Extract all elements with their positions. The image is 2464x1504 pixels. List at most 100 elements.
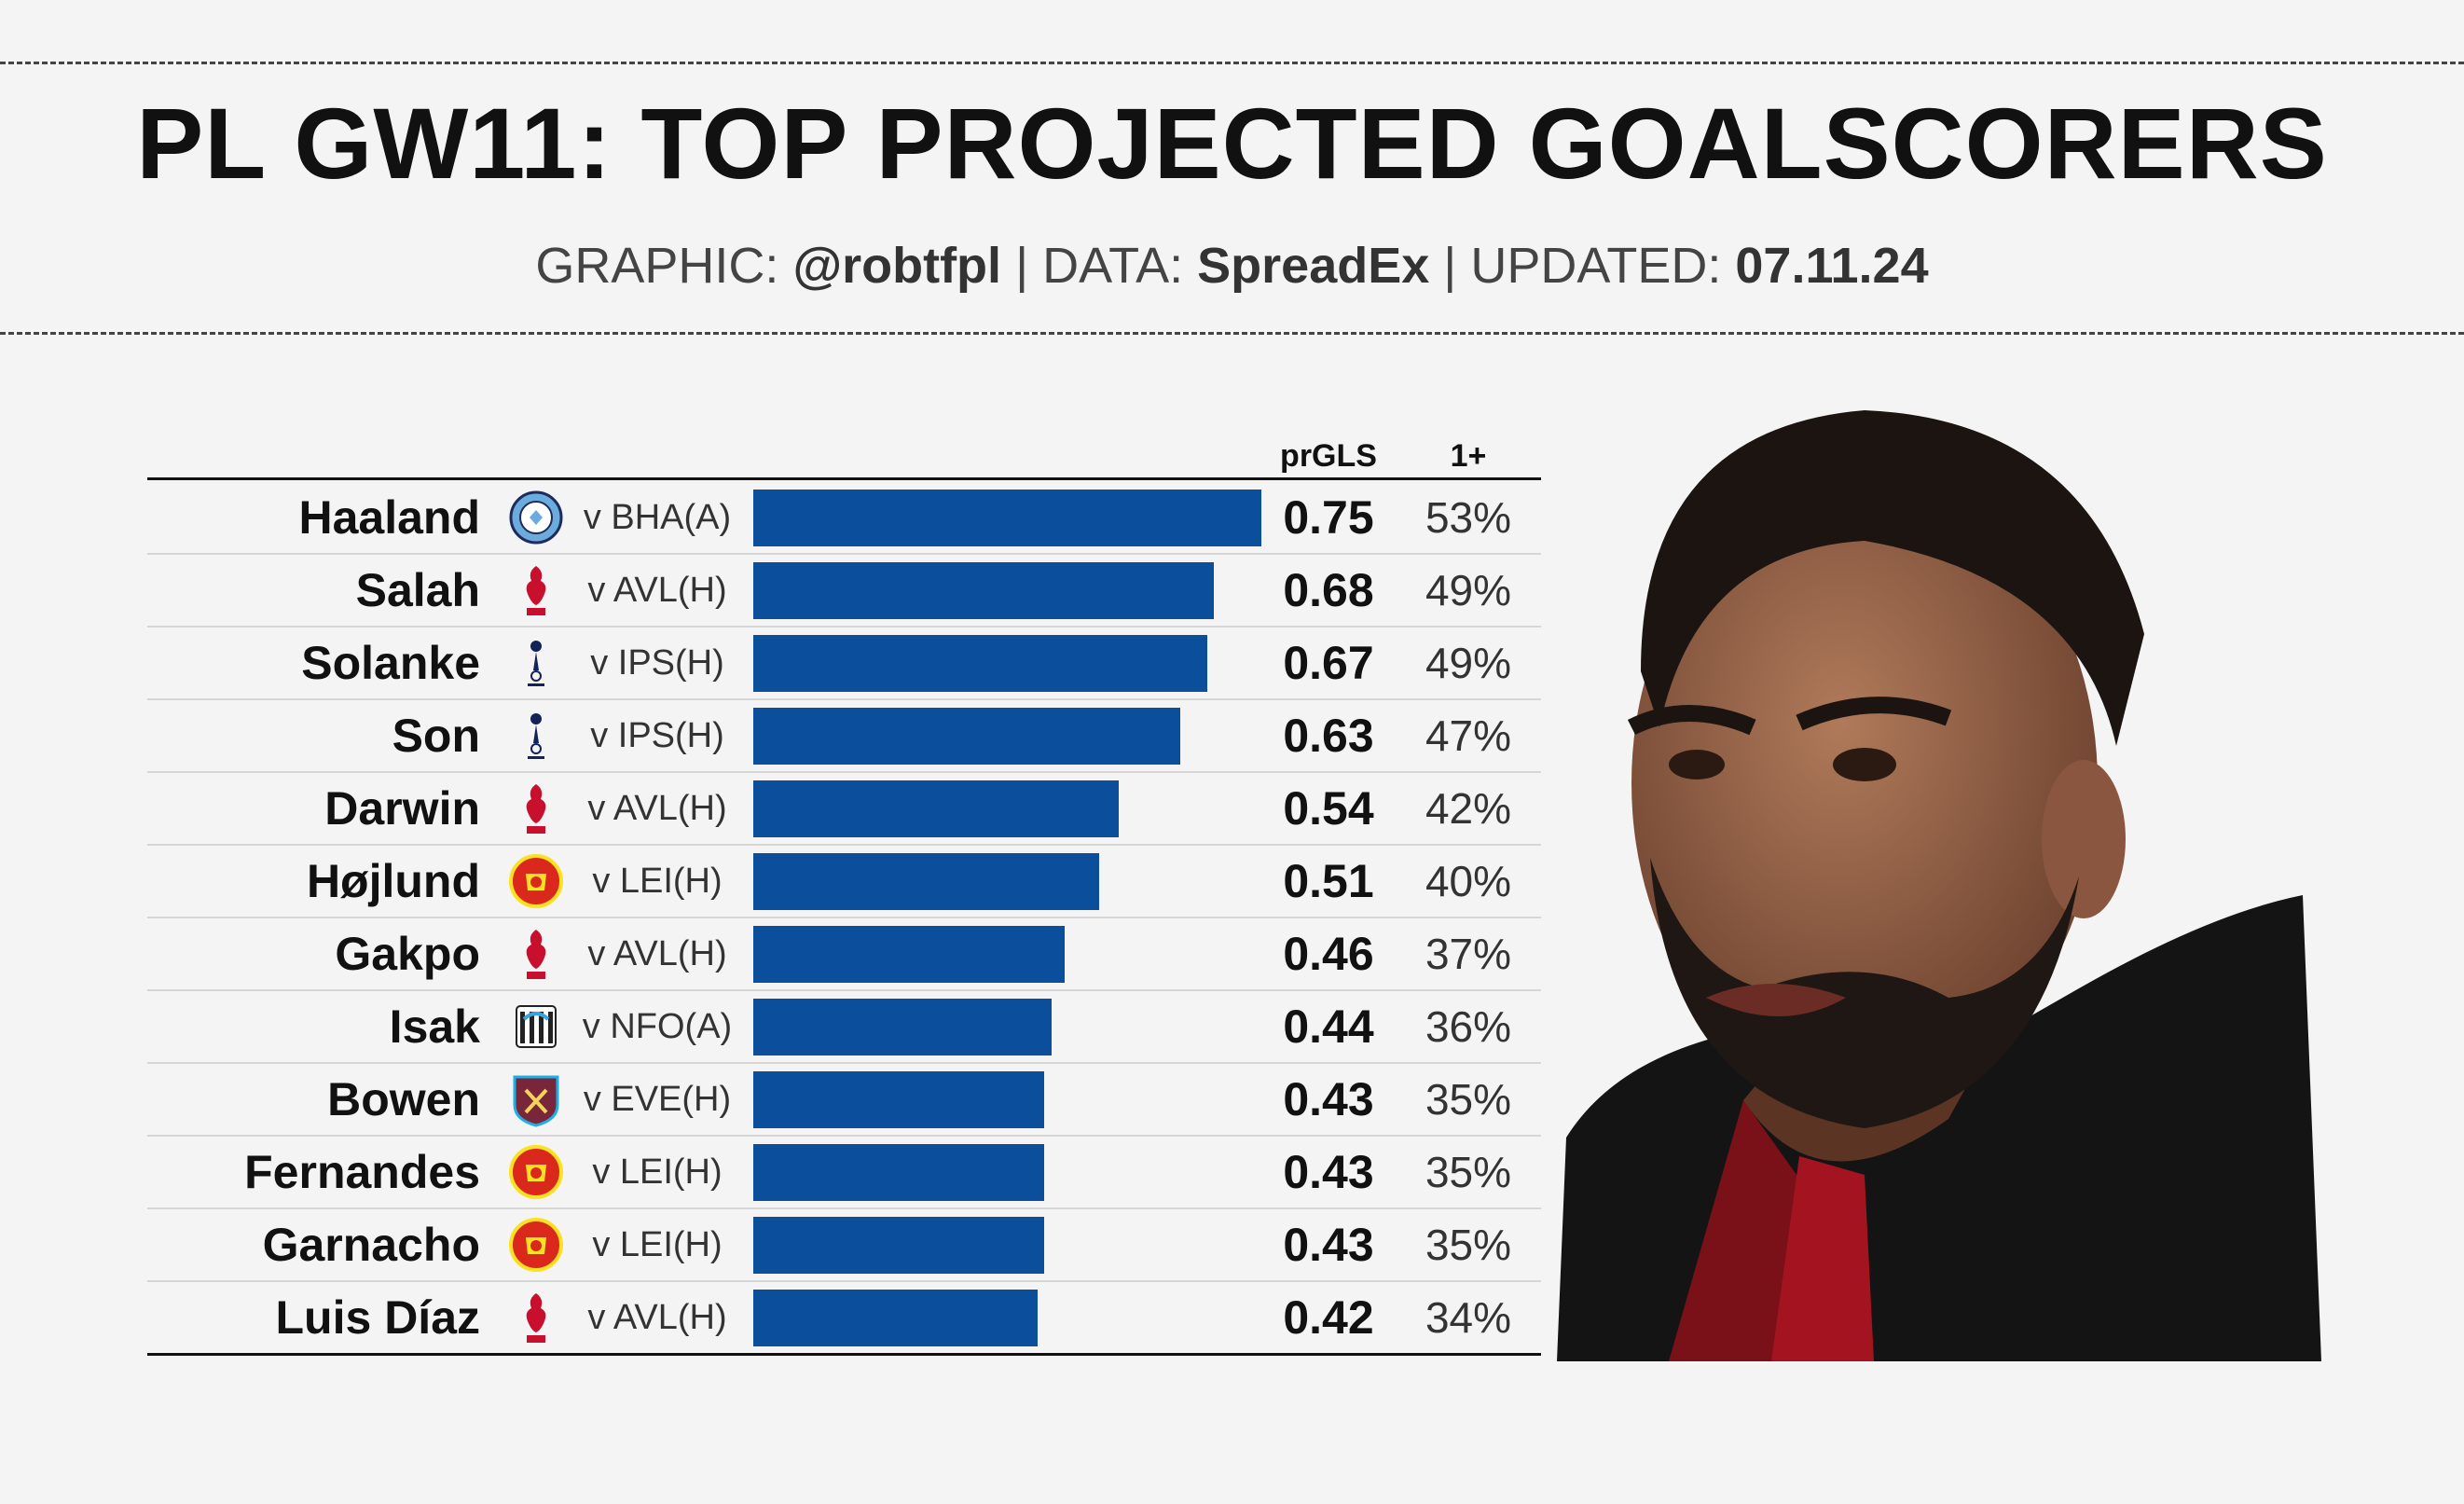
probability-value: 36% (1425, 1002, 1512, 1051)
prgls-value: 0.68 (1283, 564, 1374, 616)
player-row: Gakpo v AVL(H) 0.46 37% (0, 918, 1548, 990)
liverpool-crest-icon (503, 1290, 569, 1345)
prgls-bar (753, 1071, 1044, 1128)
prgls-value: 0.67 (1283, 637, 1374, 689)
liverpool-crest-icon (503, 780, 569, 836)
probability-value: 35% (1425, 1075, 1512, 1124)
fixture-label: v AVL(H) (587, 571, 727, 610)
prgls-bar (753, 1217, 1044, 1274)
prgls-value: 0.75 (1283, 491, 1374, 544)
prgls-bar (753, 999, 1052, 1056)
probability-value: 35% (1425, 1221, 1512, 1269)
probability-value: 53% (1425, 493, 1512, 542)
prgls-bar (753, 708, 1180, 765)
player-name: Isak (389, 1000, 480, 1053)
player-name: Luis Díaz (275, 1291, 480, 1344)
prgls-bar (753, 490, 1261, 546)
fixture-label: v BHA(A) (583, 498, 732, 537)
player-row: Bowen v EVE(H) 0.43 35% (0, 1063, 1548, 1136)
prgls-value: 0.43 (1283, 1073, 1374, 1125)
player-name: Haaland (298, 491, 480, 544)
player-name: Bowen (327, 1073, 480, 1125)
probability-value: 35% (1425, 1148, 1512, 1196)
prgls-bar (753, 635, 1207, 692)
newcastle-crest-icon (503, 999, 569, 1055)
player-name: Højlund (306, 855, 480, 907)
prgls-value: 0.43 (1283, 1219, 1374, 1271)
row-divider (147, 626, 1541, 628)
prgls-bar (753, 1144, 1044, 1201)
updated-label: UPDATED: (1470, 238, 1722, 294)
probability-value: 47% (1425, 711, 1512, 760)
row-divider (147, 1207, 1541, 1209)
graphic-label: GRAPHIC: (535, 238, 779, 294)
man-utd-crest-icon (503, 1217, 569, 1273)
player-name: Son (392, 710, 480, 762)
fixture-label: v IPS(H) (590, 643, 724, 683)
row-divider (147, 917, 1541, 918)
data-label: DATA: (1042, 238, 1184, 294)
probability-value: 42% (1425, 784, 1512, 833)
prgls-value: 0.54 (1283, 782, 1374, 835)
row-divider (147, 1135, 1541, 1137)
prgls-value: 0.51 (1283, 855, 1374, 907)
row-divider (147, 698, 1541, 700)
graphic-value: @robtfpl (792, 238, 1002, 294)
fixture-label: v AVL(H) (587, 934, 727, 973)
player-name: Fernandes (244, 1146, 480, 1198)
probability-value: 34% (1425, 1293, 1512, 1342)
table-top-rule (147, 477, 1541, 480)
separator-2: | (1443, 238, 1457, 294)
probability-value: 40% (1425, 857, 1512, 905)
fixture-label: v IPS(H) (590, 716, 724, 755)
bottom-divider (0, 332, 2464, 335)
prgls-value: 0.46 (1283, 928, 1374, 980)
fixture-label: v AVL(H) (587, 789, 727, 828)
tottenham-crest-icon (503, 708, 569, 764)
man-utd-crest-icon (503, 853, 569, 909)
column-header-probability: 1+ (1450, 438, 1487, 474)
man-city-crest-icon (503, 490, 569, 545)
player-name: Solanke (301, 637, 480, 689)
column-header-prgls: prGLS (1280, 438, 1377, 474)
player-row: Solanke v IPS(H) 0.67 49% (0, 627, 1548, 699)
player-row: Haaland v BHA(A) 0.75 53% (0, 481, 1548, 554)
prgls-value: 0.63 (1283, 710, 1374, 762)
separator-1: | (1015, 238, 1029, 294)
fixture-label: v LEI(H) (592, 1152, 723, 1192)
prgls-value: 0.42 (1283, 1291, 1374, 1344)
table-bottom-rule (147, 1353, 1541, 1356)
player-row: Fernandes v LEI(H) 0.43 35% (0, 1136, 1548, 1208)
player-name: Garnacho (262, 1219, 480, 1271)
player-row: Garnacho v LEI(H) 0.43 35% (0, 1208, 1548, 1281)
top-divider (0, 62, 2464, 64)
fixture-label: v NFO(A) (582, 1007, 733, 1046)
player-row: Isak v NFO(A) 0.44 36% (0, 990, 1548, 1063)
probability-value: 37% (1425, 930, 1512, 978)
row-divider (147, 844, 1541, 846)
row-divider (147, 1280, 1541, 1282)
west-ham-crest-icon (503, 1071, 569, 1127)
player-photo (1557, 410, 2321, 1361)
prgls-bar (753, 926, 1065, 983)
man-utd-crest-icon (503, 1144, 569, 1200)
player-name: Darwin (324, 782, 480, 835)
prgls-bar (753, 1290, 1038, 1346)
tottenham-crest-icon (503, 635, 569, 691)
player-row: Højlund v LEI(H) 0.51 40% (0, 845, 1548, 918)
row-divider (147, 989, 1541, 991)
page-title: PL GW11: TOP PROJECTED GOALSCORERS (136, 87, 2328, 200)
row-divider (147, 553, 1541, 555)
data-value: SpreadEx (1197, 238, 1430, 294)
liverpool-crest-icon (503, 926, 569, 982)
prgls-bar (753, 780, 1119, 837)
row-divider (147, 771, 1541, 773)
player-name: Salah (355, 564, 480, 616)
player-row: Darwin v AVL(H) 0.54 42% (0, 772, 1548, 845)
fixture-label: v EVE(H) (583, 1080, 732, 1119)
player-row: Luis Díaz v AVL(H) 0.42 34% (0, 1281, 1548, 1354)
fixture-label: v LEI(H) (592, 862, 723, 901)
fixture-label: v LEI(H) (592, 1225, 723, 1264)
player-row: Son v IPS(H) 0.63 47% (0, 699, 1548, 772)
liverpool-crest-icon (503, 562, 569, 618)
